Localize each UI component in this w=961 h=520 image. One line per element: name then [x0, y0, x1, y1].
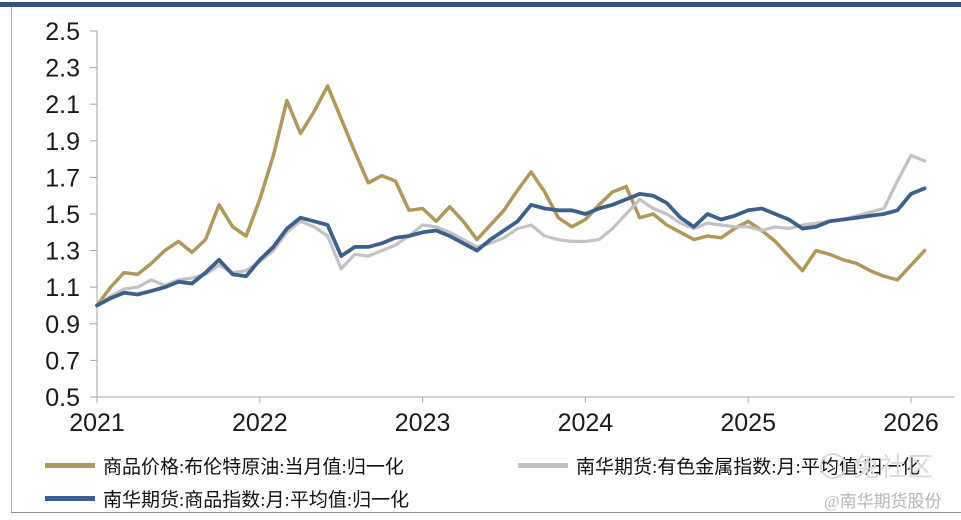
y-tick-label: 2.5 [45, 18, 80, 46]
bottom-border [11, 512, 961, 513]
x-tick-label: 2022 [232, 409, 288, 437]
legend-label-commodity-index: 南华期货:商品指数:月:平均值:归一化 [103, 490, 410, 511]
series-line-1 [95, 153, 927, 308]
legend-item-brent-oil: 商品价格:布伦特原油:当月值:归一化 [45, 452, 404, 479]
account-watermark: @南华期货股份 [824, 492, 942, 511]
x-tick-label: 2025 [720, 409, 776, 437]
legend-marker-commodity-index [45, 496, 95, 501]
y-tick-label: 0.7 [45, 347, 80, 375]
y-tick-label: 0.5 [45, 384, 80, 412]
y-tick-label: 0.9 [45, 311, 80, 339]
x-tick-label: 2023 [395, 409, 451, 437]
y-tick-label: 1.5 [45, 201, 80, 229]
x-tick-label: 2024 [558, 409, 614, 437]
chart-svg: 0.5 0.7 0.9 1.1 1.3 1.5 1.7 1.9 2.1 2.3 2.5 2021 202… [45, 18, 955, 437]
legend-label-brent-oil: 商品价格:布伦特原油:当月值:归一化 [103, 457, 404, 478]
top-border [0, 2, 961, 7]
series-line-2 [95, 186, 927, 308]
x-tick-label: 2026 [883, 409, 939, 437]
y-tick-label: 1.3 [45, 238, 80, 266]
y-tick-label: 1.9 [45, 128, 80, 156]
legend-marker-brent-oil [45, 463, 95, 468]
legend-label-nonferrous-metals: 南华期货:有色金属指数:月:平均值:归一化 [576, 457, 921, 478]
legend-marker-nonferrous-metals [518, 463, 568, 468]
legend-item-commodity-index: 南华期货:商品指数:月:平均值:归一化 [45, 485, 409, 512]
y-tick-label: 1.7 [45, 164, 80, 192]
legend-item-nonferrous-metals: 南华期货:有色金属指数:月:平均值:归一化 [518, 452, 920, 479]
series-line-0 [95, 84, 927, 308]
y-tick-label: 2.1 [45, 91, 80, 119]
x-tick-label: 2021 [69, 409, 125, 437]
left-border [11, 7, 12, 512]
y-tick-label: 2.3 [45, 55, 80, 83]
y-tick-label: 1.1 [45, 274, 80, 302]
